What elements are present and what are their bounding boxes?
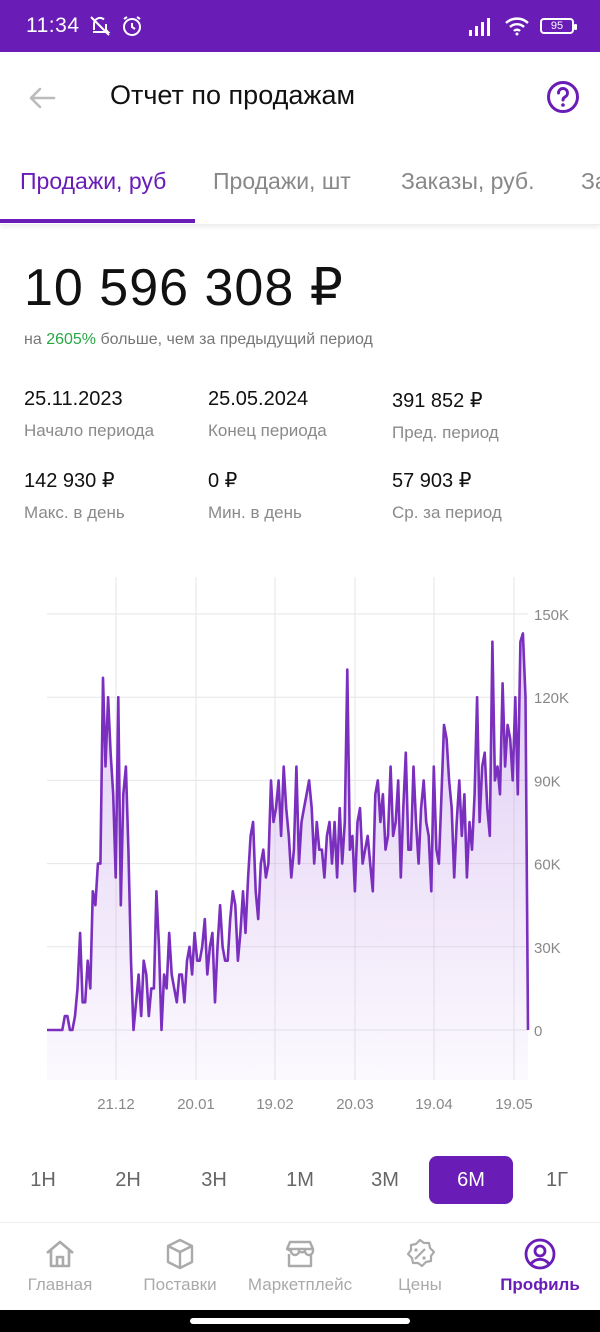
stat-value: 0 ₽ — [208, 470, 238, 492]
x-tick-label: 19.02 — [256, 1096, 294, 1113]
tab-orders-rub[interactable]: Заказы, руб. — [401, 168, 535, 194]
page-title: Отчет по продажам — [110, 80, 356, 110]
stat-label: Конец периода — [208, 421, 327, 440]
compare-suffix: больше, чем за предыдущий период — [100, 331, 373, 348]
back-arrow-icon[interactable] — [26, 82, 58, 114]
app-bar: Отчет по продажам — [0, 52, 600, 142]
period-3w[interactable]: 3Н — [201, 1169, 227, 1191]
period-1y[interactable]: 1Г — [546, 1169, 568, 1191]
x-tick-label: 21.12 — [97, 1096, 135, 1113]
stat-label: Начало периода — [24, 421, 155, 440]
nav-label: Маркетплейс — [247, 1275, 353, 1294]
nav-label: Цены — [398, 1275, 442, 1294]
box-icon — [166, 1238, 194, 1270]
tab-more[interactable]: За — [581, 168, 600, 194]
tab-sales-pcs[interactable]: Продажи, шт — [213, 168, 351, 194]
stat-value: 142 930 ₽ — [24, 470, 115, 492]
chart-area-layer — [47, 632, 530, 1080]
mute-icon — [89, 16, 110, 36]
period-6m[interactable]: 6М — [429, 1156, 513, 1204]
nav-home[interactable]: Главная — [0, 1223, 120, 1311]
home-icon — [46, 1240, 74, 1268]
stat-prev-period: 391 852 ₽ Пред. период — [392, 388, 572, 443]
y-tick-label: 30K — [534, 940, 561, 957]
profile-icon — [524, 1238, 556, 1270]
x-tick-label: 20.03 — [336, 1096, 374, 1113]
y-tick-label: 90K — [534, 773, 561, 790]
compare-prefix: на — [24, 331, 42, 348]
stat-label: Макс. в день — [24, 503, 125, 522]
sales-line — [47, 632, 530, 1032]
report-tabs: Продажи, руб Продажи, шт Заказы, руб. За — [0, 142, 600, 225]
percent-badge-icon — [406, 1238, 436, 1268]
stat-period-end: 25.05.2024 Конец периода — [208, 388, 388, 441]
home-indicator — [190, 1318, 410, 1324]
tab-indicator — [0, 219, 195, 223]
wifi-icon — [505, 17, 529, 36]
alarm-icon — [122, 16, 141, 36]
x-tick-label: 20.01 — [177, 1096, 215, 1113]
period-2w[interactable]: 2Н — [115, 1169, 141, 1191]
stat-value: 25.05.2024 — [208, 388, 309, 410]
total-sales: 10 596 308 ₽ — [24, 259, 344, 317]
x-tick-label: 19.04 — [415, 1096, 453, 1113]
y-tick-label: 150K — [534, 607, 569, 624]
tab-sales-rub[interactable]: Продажи, руб — [20, 168, 167, 194]
nav-marketplace[interactable]: Маркетплейс — [240, 1223, 360, 1311]
period-selector: 1Н 2Н 3Н 1М 3М 6М 1Г — [0, 1156, 600, 1204]
stat-min-day: 0 ₽ Мин. в день — [208, 468, 388, 523]
period-1w[interactable]: 1Н — [30, 1169, 56, 1191]
stat-max-day: 142 930 ₽ Макс. в день — [24, 468, 204, 523]
stat-value: 57 903 ₽ — [392, 470, 472, 492]
y-tick-label: 60K — [534, 857, 561, 874]
status-time: 11:34 — [26, 14, 80, 37]
nav-label: Профиль — [500, 1275, 580, 1294]
sales-area-fill — [47, 633, 528, 1080]
stat-label: Ср. за период — [392, 503, 502, 522]
signal-icon — [469, 18, 490, 36]
battery-level: 95 — [550, 20, 564, 32]
help-icon[interactable] — [546, 80, 580, 114]
stat-label: Пред. период — [392, 423, 499, 442]
compare-percent: 2605% — [46, 331, 97, 348]
period-1m[interactable]: 1М — [286, 1169, 314, 1191]
stat-label: Мин. в день — [208, 503, 302, 522]
period-3m[interactable]: 3М — [371, 1169, 399, 1191]
stat-avg-period: 57 903 ₽ Ср. за период — [392, 468, 572, 523]
stat-period-start: 25.11.2023 Начало периода — [24, 388, 204, 441]
bottom-navigation: Главная Поставки Маркетплейс Цены Профил… — [0, 1222, 600, 1311]
x-axis-labels: 21.12 20.01 19.02 20.03 19.04 19.05 — [97, 1096, 533, 1113]
store-icon — [285, 1240, 315, 1268]
gesture-bar — [0, 1310, 600, 1332]
y-axis-labels: 0 30K 60K 90K 120K 150K — [534, 607, 569, 1040]
stat-value: 25.11.2023 — [24, 388, 123, 410]
nav-label: Поставки — [143, 1275, 217, 1294]
stat-value: 391 852 ₽ — [392, 390, 483, 412]
sales-chart[interactable]: 0 30K 60K 90K 120K 150K 21.12 20.01 19.02 20.03 1… — [0, 570, 600, 1120]
nav-prices[interactable]: Цены — [360, 1223, 480, 1311]
status-bar: 11:34 95 — [0, 0, 600, 52]
y-tick-label: 0 — [534, 1023, 542, 1040]
comparison-text: на 2605% больше, чем за предыдущий перио… — [24, 331, 373, 349]
battery-icon: 95 — [540, 18, 577, 34]
nav-supplies[interactable]: Поставки — [120, 1223, 240, 1311]
x-tick-label: 19.05 — [495, 1096, 533, 1113]
nav-label: Главная — [27, 1275, 93, 1294]
y-tick-label: 120K — [534, 690, 569, 707]
nav-profile[interactable]: Профиль — [480, 1223, 600, 1311]
